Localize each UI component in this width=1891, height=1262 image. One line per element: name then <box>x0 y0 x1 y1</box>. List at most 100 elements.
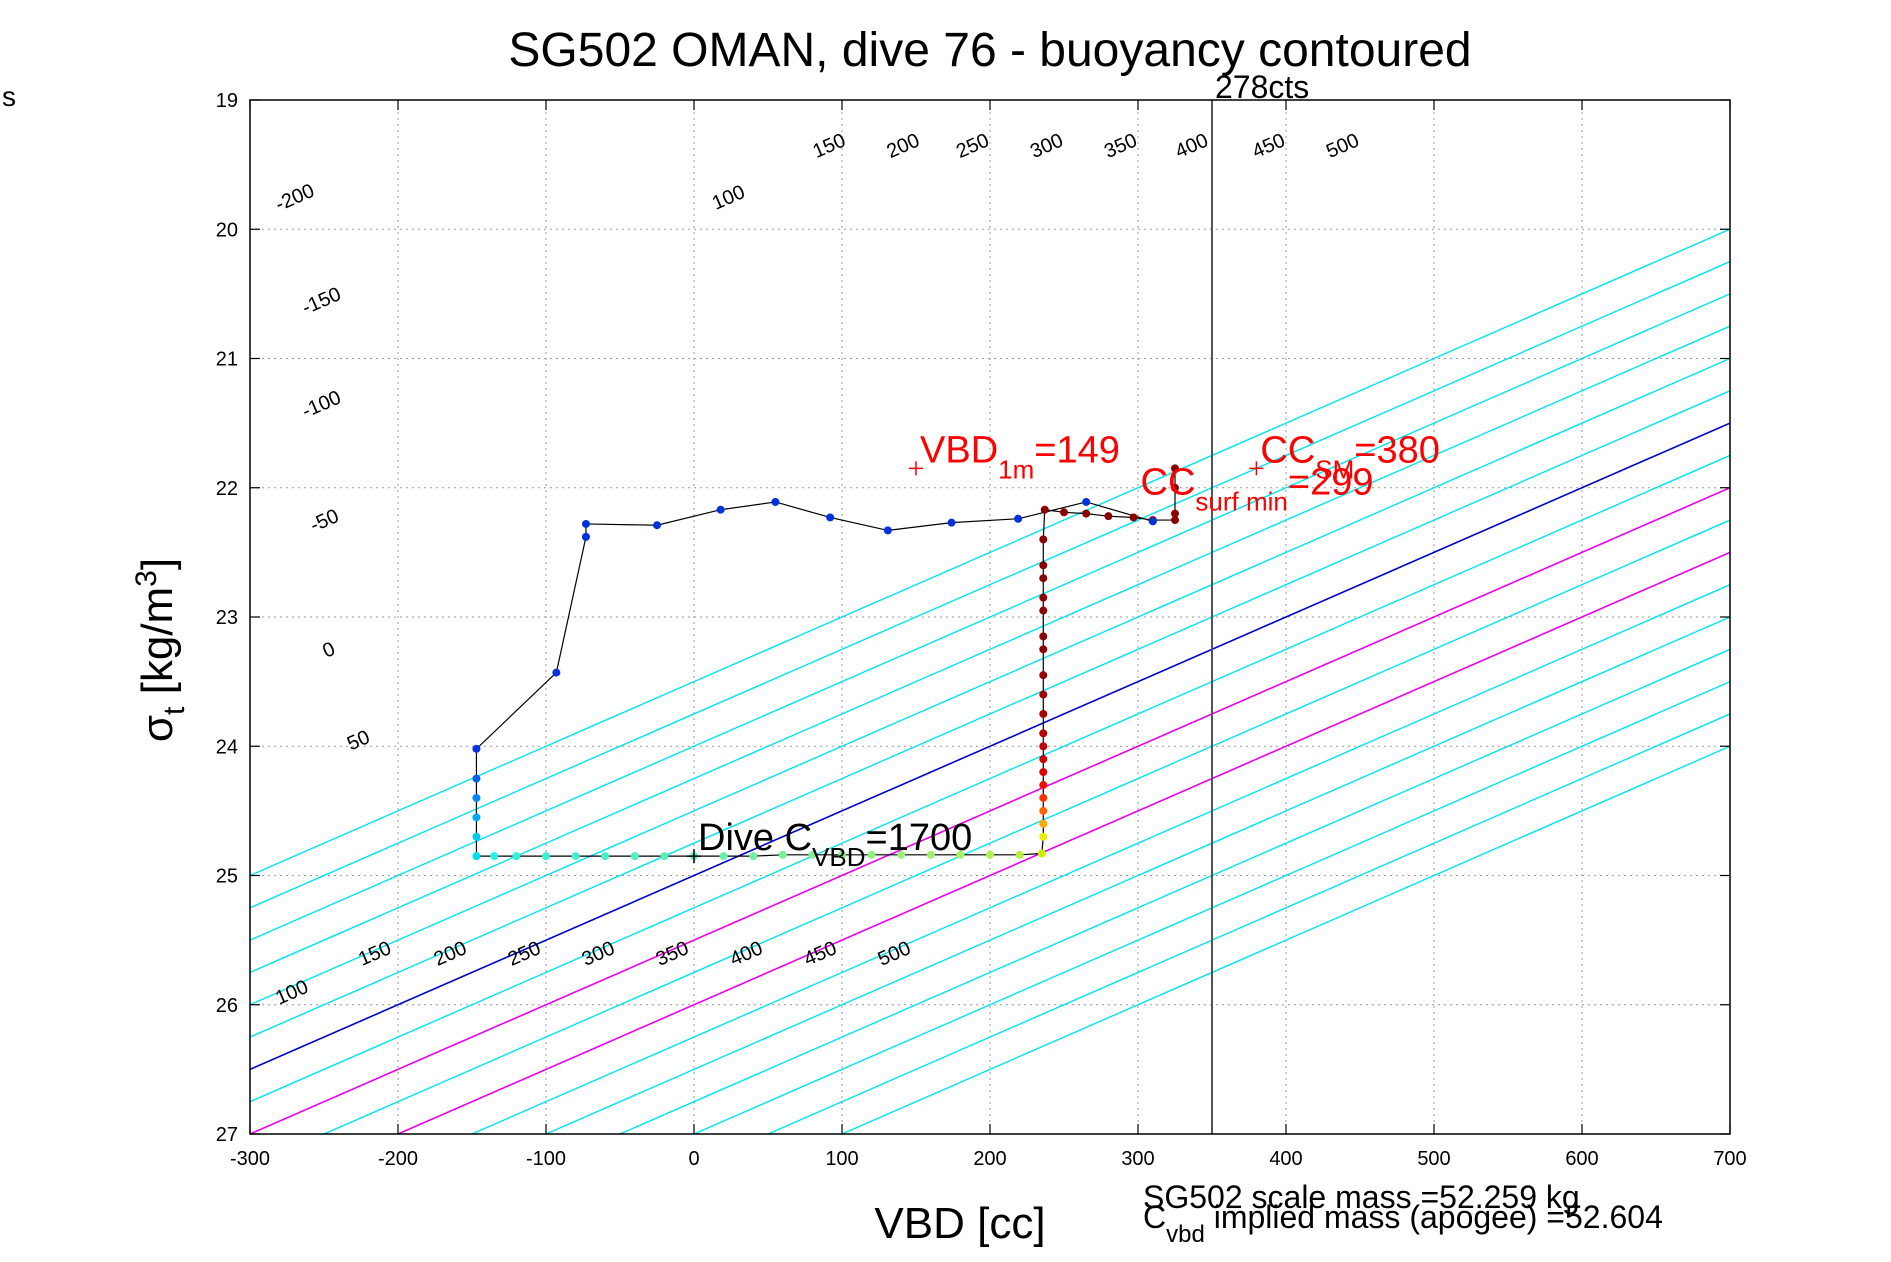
dive-track-point <box>1014 514 1023 523</box>
dive-track-point <box>947 518 956 527</box>
y-label-sigma: σ <box>133 715 182 742</box>
dive-track-point <box>1104 512 1113 521</box>
dive-track-point <box>771 497 780 506</box>
dive-track-point <box>1039 606 1048 615</box>
x-tick-label: 400 <box>1269 1148 1302 1170</box>
contour-label: -100 <box>299 387 344 423</box>
contour-label: 500 <box>875 937 914 971</box>
dive-track <box>472 464 1179 861</box>
contour-label: 250 <box>505 937 544 971</box>
y-axis: 19 20 21 22 23 24 25 26 27 <box>216 90 1730 1146</box>
x-axis: -300 -200 -100 0 100 200 300 400 500 600 700 <box>230 100 1747 1170</box>
footer-scale-mass: SG502 scale mass =52.259 kg <box>1143 1179 1580 1215</box>
contour-label: 100 <box>709 181 748 215</box>
dive-track-point <box>926 850 935 859</box>
y-tick-label: 25 <box>216 866 238 888</box>
contour-label: -50 <box>307 505 342 537</box>
y-label-sub: t <box>158 706 191 715</box>
dive-track-point <box>1039 755 1048 764</box>
contour-line <box>250 293 1730 941</box>
contour-line <box>767 713 1730 1134</box>
dive-track-point <box>897 850 906 859</box>
dive-track-point <box>1039 535 1048 544</box>
contour-label: 400 <box>727 937 766 971</box>
y-tick-label: 23 <box>216 607 238 629</box>
contour-line <box>841 745 1730 1134</box>
dive-track-point <box>986 850 994 859</box>
dive-track-point <box>1171 516 1179 525</box>
contour-label: 150 <box>810 129 849 163</box>
dive-track-point <box>653 521 661 530</box>
contour-line <box>619 648 1730 1134</box>
dive-track-point <box>1039 793 1048 802</box>
x-tick-label: -300 <box>230 1148 270 1170</box>
contour-label: 150 <box>355 937 394 971</box>
y-tick-label: 26 <box>216 995 238 1017</box>
contour-label: 50 <box>344 726 373 755</box>
dive-track-point <box>1039 593 1048 602</box>
y-tick-label: 24 <box>216 736 238 758</box>
y-label-close: ] <box>133 558 182 570</box>
y-label-units: [kg/m <box>133 587 182 707</box>
annotation-dive-cvbd: Dive CVBD=1700 <box>698 817 972 872</box>
x-tick-label: 200 <box>973 1148 1006 1170</box>
dive-track-point <box>749 852 758 861</box>
dive-track-point <box>472 813 481 822</box>
dive-track-point <box>630 852 639 861</box>
dive-track-point <box>1039 729 1048 738</box>
contour-label: 500 <box>1323 129 1362 163</box>
y-label-sup: 3 <box>130 570 163 587</box>
dive-track-point <box>512 852 521 861</box>
dive-track-point <box>1039 806 1048 815</box>
dive-track-point <box>1039 768 1048 777</box>
x-tick-label: 300 <box>1121 1148 1154 1170</box>
x-tick-label: 0 <box>688 1148 699 1170</box>
contour-line <box>545 616 1730 1134</box>
dive-track-point <box>1039 671 1048 680</box>
dive-track-point <box>1015 850 1024 859</box>
dive-track-point <box>581 519 590 528</box>
dive-track-point <box>1039 645 1048 654</box>
contour-line <box>693 680 1730 1134</box>
contour-label: -200 <box>272 180 317 216</box>
dive-track-point <box>956 850 965 859</box>
dive-track-point <box>571 852 580 861</box>
contour-label: 200 <box>431 937 470 971</box>
contour-label: 200 <box>884 129 923 163</box>
contour-label: 450 <box>1249 129 1288 163</box>
dive-track-point <box>883 526 892 535</box>
dive-track-point <box>472 744 481 753</box>
dive-track-point <box>1129 513 1138 522</box>
contour-label: 250 <box>953 129 992 163</box>
dive-track-point <box>581 532 590 541</box>
contour-label: 300 <box>579 937 618 971</box>
svg-text:Cvbd implied mass (apogee) =52: Cvbd implied mass (apogee) =52.604 <box>1143 1199 1663 1248</box>
contour-labels: -200 -150 -100 -50 0 50 100 150 200 250 300 350 400 4… <box>272 129 1362 1009</box>
contour-label: 300 <box>1027 129 1066 163</box>
dive-track-point <box>601 852 610 861</box>
x-tick-label: 700 <box>1713 1148 1746 1170</box>
dive-track-point <box>472 774 481 783</box>
contour-label: -150 <box>299 283 344 319</box>
dive-track-point <box>1082 509 1091 518</box>
dive-track-point <box>1039 574 1048 583</box>
footer-implied-mass: Cvbd implied mass (apogee) =52.604 <box>1143 1199 1663 1248</box>
dive-track-point <box>808 850 817 859</box>
x-tick-label: 600 <box>1565 1148 1598 1170</box>
dive-track-point <box>1039 819 1048 828</box>
dive-track-point <box>1039 561 1048 570</box>
x-tick-label: 500 <box>1417 1148 1450 1170</box>
contour-line <box>323 519 1730 1134</box>
dive-track-point <box>838 850 846 859</box>
dive-track-point <box>1039 632 1048 641</box>
dive-track-point <box>1082 497 1091 506</box>
contour-line <box>250 260 1730 909</box>
y-tick-label: 19 <box>216 90 238 112</box>
dive-track-line <box>475 468 1176 857</box>
dive-track-point <box>472 793 481 802</box>
dive-track-point <box>719 852 728 861</box>
dive-track-point <box>1039 742 1048 751</box>
x-tick-label: -200 <box>378 1148 418 1170</box>
dive-track-point <box>1148 517 1157 526</box>
